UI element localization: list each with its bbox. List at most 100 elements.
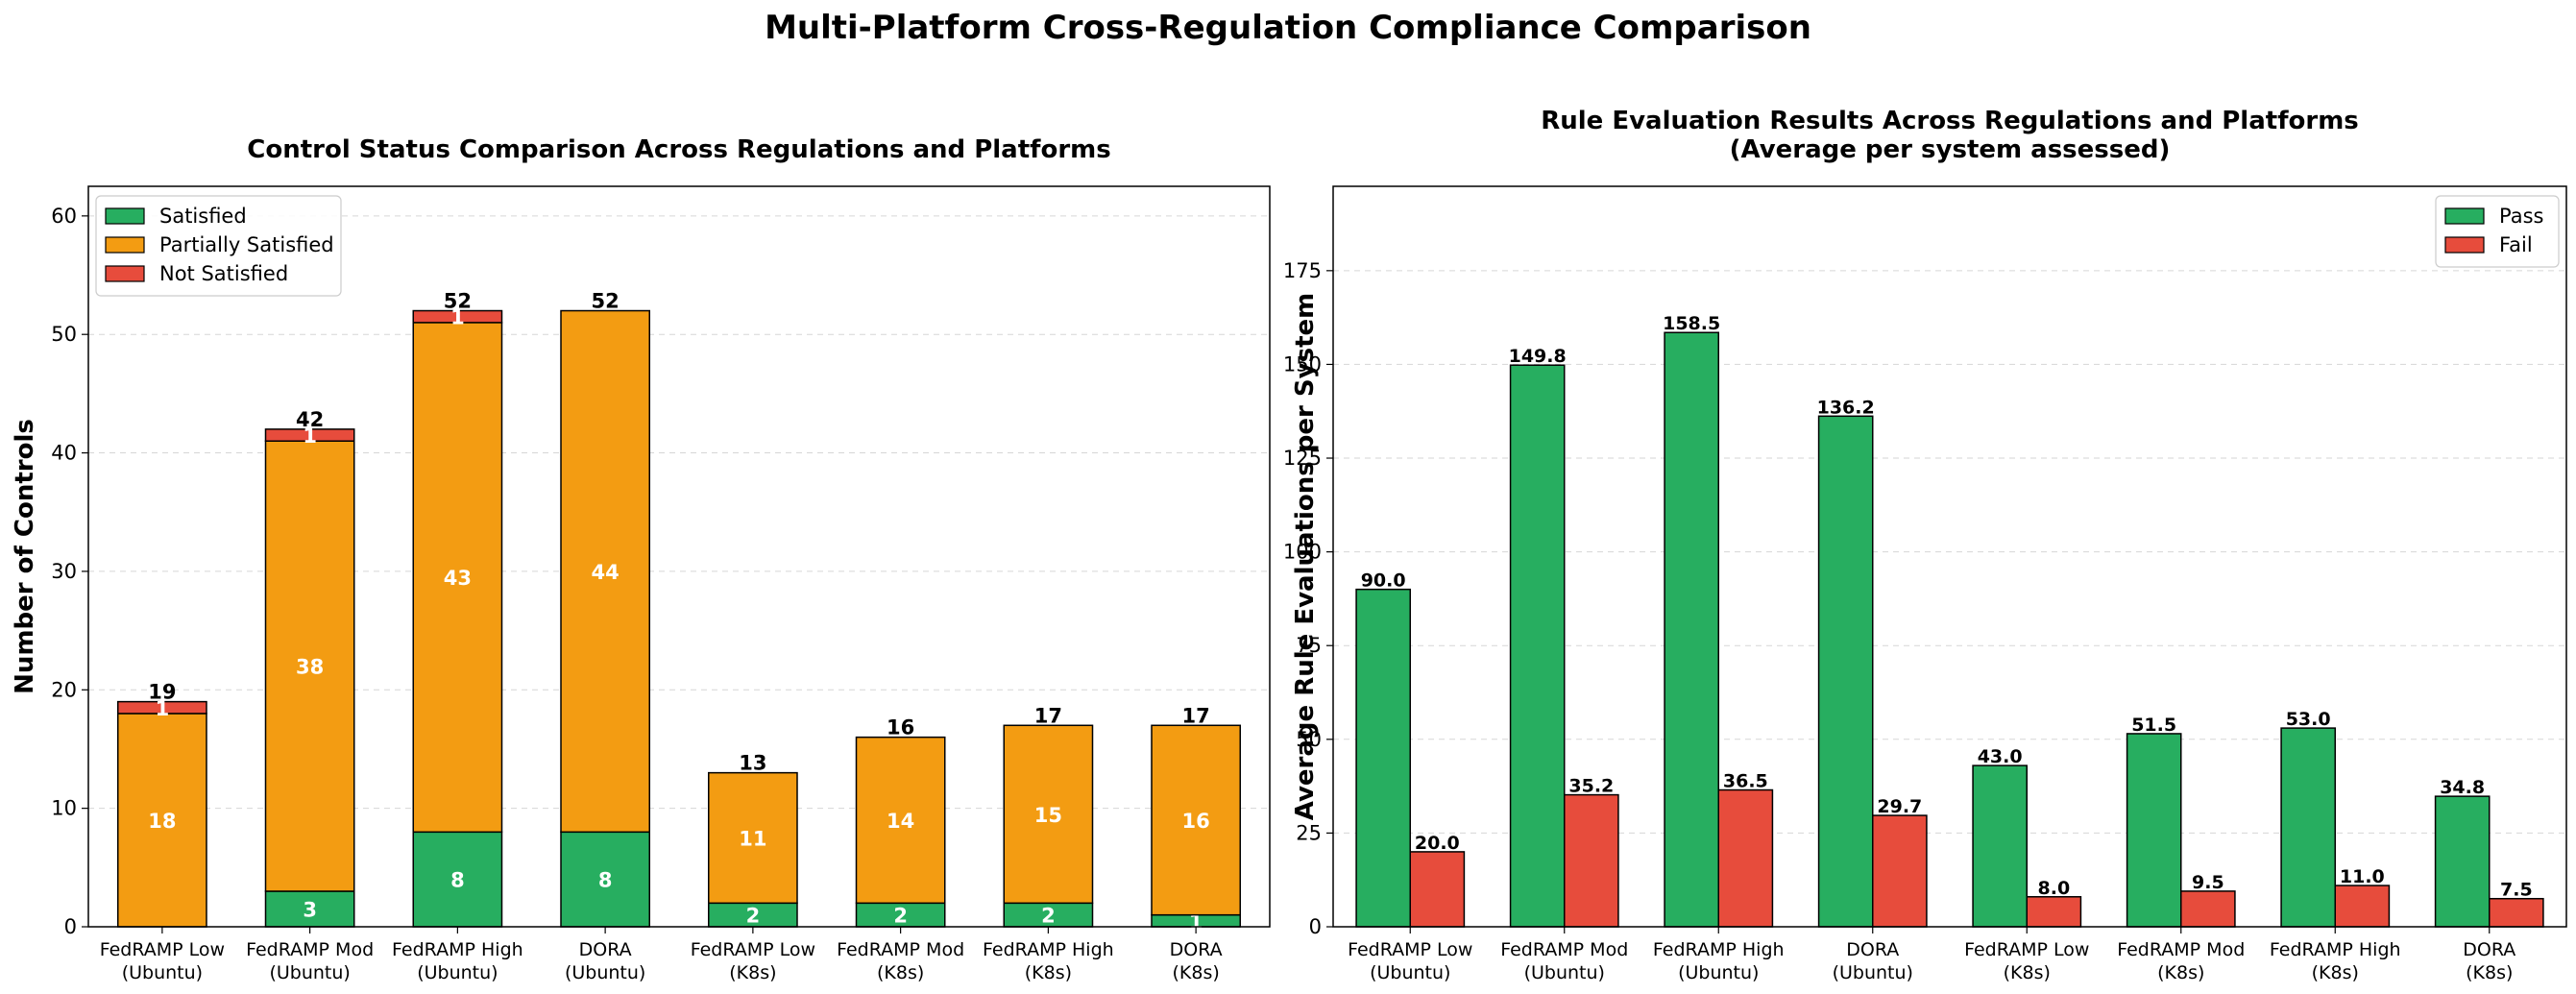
x-tick-label: (Ubuntu) — [1370, 962, 1450, 983]
x-tick-label: (K8s) — [2004, 962, 2051, 983]
segment-value-label: 2 — [1041, 905, 1056, 928]
bar-segment — [117, 713, 207, 928]
plot-frame — [1332, 185, 2567, 928]
x-tick-label: DORA — [1170, 939, 1223, 960]
x-tick-label: (Ubuntu) — [417, 962, 498, 983]
x-tick-label: (K8s) — [729, 962, 776, 983]
y-tick-label: 175 — [1283, 259, 1322, 282]
y-tick-label: 150 — [1283, 352, 1322, 376]
y-tick-label: 0 — [64, 915, 77, 938]
bar — [1872, 814, 1928, 928]
segment-value-label: 44 — [592, 561, 620, 584]
legend-label: Not Satisfied — [159, 262, 288, 285]
legend-swatch — [105, 236, 145, 254]
segment-value-label: 1 — [450, 306, 465, 329]
x-tick-label: FedRAMP High — [392, 939, 523, 960]
y-tick-label: 20 — [51, 678, 77, 701]
bar-value-label: 53.0 — [2286, 709, 2331, 730]
total-value-label: 52 — [592, 290, 620, 313]
chart-title: Control Status Comparison Across Regulat… — [247, 135, 1110, 164]
legend-label: Pass — [2499, 205, 2543, 228]
segment-value-label: 1 — [1189, 910, 1203, 933]
x-tick-label: (K8s) — [1025, 962, 1072, 983]
bar-value-label: 7.5 — [2500, 880, 2533, 901]
figure-title: Multi-Platform Cross-Regulation Complian… — [765, 9, 1811, 47]
total-value-label: 17 — [1034, 704, 1062, 727]
segment-value-label: 15 — [1034, 804, 1062, 827]
bar-segment — [855, 902, 946, 928]
bar — [2126, 733, 2182, 928]
y-tick-label: 50 — [1296, 728, 1322, 751]
bar-value-label: 11.0 — [2340, 866, 2385, 887]
segment-value-label: 3 — [303, 898, 317, 921]
total-value-label: 16 — [887, 716, 914, 739]
bar-value-label: 8.0 — [2038, 878, 2071, 899]
y-tick-label: 60 — [51, 205, 77, 228]
y-tick-label: 50 — [51, 323, 77, 346]
segment-value-label: 16 — [1182, 810, 1210, 833]
bar-segment — [264, 428, 355, 442]
bar-segment — [412, 831, 503, 928]
bar — [1564, 793, 1619, 928]
y-tick-label: 30 — [51, 560, 77, 583]
bar-value-label: 36.5 — [1723, 771, 1768, 792]
total-value-label: 42 — [296, 408, 324, 431]
bar — [2180, 890, 2236, 928]
plot-frame — [87, 185, 1271, 928]
bar-segment — [412, 309, 503, 324]
legend-label: Fail — [2499, 233, 2533, 256]
segment-value-label: 14 — [887, 810, 914, 833]
x-tick-label: FedRAMP Low — [691, 939, 815, 960]
y-tick-label: 125 — [1283, 447, 1322, 470]
y-tick-label: 75 — [1296, 634, 1322, 657]
segment-value-label: 8 — [598, 869, 613, 892]
segment-value-label: 38 — [296, 656, 324, 679]
x-tick-label: (K8s) — [2312, 962, 2359, 983]
legend-label: Satisfied — [159, 205, 247, 228]
bar-segment — [855, 736, 946, 905]
rule-evaluation-chart: 0 25 50 75 100 125 150 175 Rule Evaluation Resul… — [1283, 107, 2567, 983]
total-value-label: 17 — [1182, 704, 1210, 727]
bar — [1664, 331, 1719, 928]
y-axis-label: Number of Controls — [11, 419, 39, 694]
bar-value-label: 158.5 — [1663, 313, 1720, 334]
bar-value-label: 9.5 — [2192, 872, 2224, 893]
y-tick-label: 100 — [1283, 541, 1322, 564]
bar-segment — [1151, 724, 1241, 916]
x-tick-label: FedRAMP Mod — [1500, 939, 1628, 960]
legend-box — [95, 195, 342, 297]
segment-value-label: 1 — [303, 424, 317, 448]
bar-segment — [708, 771, 798, 905]
bar — [1817, 415, 1874, 928]
x-tick-label: DORA — [1846, 939, 1899, 960]
x-tick-label: (K8s) — [2466, 962, 2513, 983]
legend-swatch — [105, 207, 145, 225]
bar-value-label: 20.0 — [1415, 833, 1460, 854]
bar-value-label: 90.0 — [1361, 570, 1406, 592]
x-tick-label: FedRAMP Mod — [246, 939, 374, 960]
total-value-label: 13 — [739, 752, 766, 775]
bar-value-label: 51.5 — [2131, 715, 2176, 736]
x-tick-label: FedRAMP High — [1653, 939, 1785, 960]
segment-value-label: 18 — [148, 810, 176, 833]
legend-label: Partially Satisfied — [159, 233, 334, 256]
x-tick-label: DORA — [2463, 939, 2515, 960]
x-tick-label: (Ubuntu) — [1524, 962, 1605, 983]
bar — [2334, 885, 2391, 928]
chart-title: (Average per system assessed) — [1730, 135, 2171, 164]
bar-segment — [412, 322, 503, 834]
x-tick-label: FedRAMP High — [983, 939, 1114, 960]
x-tick-label: (Ubuntu) — [122, 962, 203, 983]
control-status-chart: 0 10 20 30 40 50 60 Control Status Comparison A… — [11, 135, 1271, 983]
segment-value-label: 1 — [156, 697, 170, 720]
y-tick-label: 40 — [51, 442, 77, 465]
x-tick-label: FedRAMP High — [2270, 939, 2401, 960]
bar — [1509, 364, 1566, 928]
x-tick-label: (Ubuntu) — [1678, 962, 1759, 983]
legend-swatch — [105, 265, 145, 282]
legend-swatch — [2444, 207, 2485, 225]
bar — [2489, 897, 2544, 928]
x-tick-label: FedRAMP Mod — [837, 939, 964, 960]
total-value-label: 19 — [148, 681, 176, 704]
